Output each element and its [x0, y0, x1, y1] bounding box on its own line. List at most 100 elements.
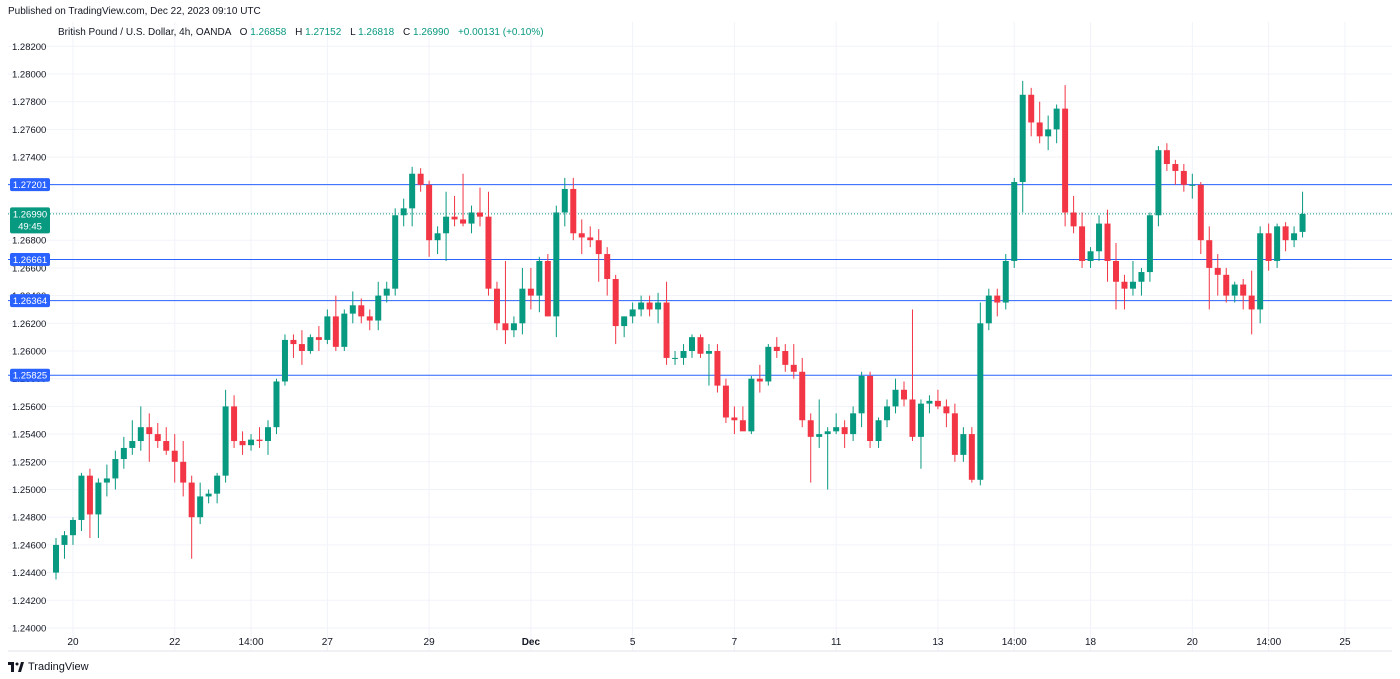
candle[interactable] [977, 302, 984, 486]
candle[interactable] [290, 334, 297, 358]
candle[interactable] [841, 420, 848, 448]
candle[interactable] [188, 475, 195, 559]
candle[interactable] [341, 309, 348, 351]
candle[interactable] [875, 417, 882, 448]
candle[interactable] [1291, 226, 1298, 248]
candle[interactable] [985, 288, 992, 331]
candle[interactable] [205, 489, 212, 504]
candle[interactable] [807, 413, 814, 483]
candle[interactable] [901, 381, 907, 407]
candle[interactable] [1062, 85, 1069, 227]
candle[interactable] [824, 427, 831, 490]
candle[interactable] [553, 205, 560, 338]
candle[interactable] [1248, 270, 1255, 335]
candle[interactable] [629, 302, 636, 324]
candle[interactable] [477, 187, 483, 227]
candle[interactable] [561, 177, 568, 227]
candle[interactable] [705, 344, 712, 386]
candle[interactable] [493, 281, 500, 331]
candle[interactable] [1257, 226, 1264, 324]
candle[interactable] [1172, 159, 1179, 185]
candle[interactable] [578, 219, 585, 255]
candle[interactable] [1189, 173, 1196, 199]
candle[interactable] [1121, 274, 1128, 310]
candle[interactable] [587, 226, 594, 248]
candle[interactable] [1113, 242, 1119, 310]
candle[interactable] [53, 537, 59, 580]
candle[interactable] [120, 436, 127, 469]
candle[interactable] [307, 334, 314, 354]
candle[interactable] [1138, 267, 1145, 296]
candle[interactable] [239, 431, 246, 455]
candle[interactable] [1036, 101, 1043, 144]
candle[interactable] [1282, 222, 1289, 252]
candle[interactable] [1087, 247, 1094, 268]
candle[interactable] [527, 267, 534, 310]
candle[interactable] [833, 413, 840, 435]
candle[interactable] [417, 168, 424, 192]
candle[interactable] [460, 173, 467, 227]
candle[interactable] [231, 395, 238, 448]
candle[interactable] [612, 274, 619, 345]
candle[interactable] [281, 334, 288, 386]
candle[interactable] [1146, 212, 1153, 282]
candle[interactable] [1096, 215, 1103, 261]
candle[interactable] [1223, 267, 1230, 303]
candle[interactable] [782, 344, 789, 372]
candle[interactable] [273, 378, 280, 435]
candle[interactable] [799, 357, 806, 428]
candle[interactable] [468, 205, 475, 234]
candle[interactable] [400, 198, 407, 227]
candle[interactable] [248, 434, 255, 451]
brand[interactable]: TradingView [8, 661, 89, 673]
candle[interactable] [756, 364, 763, 393]
candle[interactable] [968, 427, 975, 483]
candle[interactable] [1274, 223, 1281, 268]
candle[interactable] [366, 309, 373, 331]
candle[interactable] [222, 389, 229, 483]
candle[interactable] [392, 208, 399, 296]
candle[interactable] [850, 406, 857, 442]
candle[interactable] [1206, 226, 1213, 310]
candle[interactable] [95, 478, 102, 538]
candle[interactable] [1155, 146, 1162, 227]
candle[interactable] [663, 281, 670, 365]
candle[interactable] [722, 378, 729, 424]
candle[interactable] [884, 399, 891, 428]
candle[interactable] [1053, 104, 1060, 144]
candle[interactable] [315, 326, 322, 351]
candle[interactable] [163, 427, 170, 455]
candle[interactable] [858, 371, 865, 428]
candle[interactable] [714, 344, 721, 393]
candle[interactable] [731, 406, 738, 435]
candle[interactable] [349, 291, 356, 324]
candle[interactable] [1079, 212, 1086, 268]
candle[interactable] [1028, 87, 1035, 137]
candle[interactable] [451, 195, 458, 227]
candle[interactable] [519, 267, 526, 335]
candle[interactable] [638, 295, 645, 317]
candle[interactable] [443, 191, 450, 261]
candle[interactable] [867, 371, 874, 448]
candle[interactable] [1163, 143, 1170, 171]
candle[interactable] [621, 316, 628, 338]
candle[interactable] [510, 316, 517, 338]
candle[interactable] [1197, 182, 1204, 255]
candle[interactable] [1070, 195, 1077, 234]
candle[interactable] [595, 229, 602, 282]
candle[interactable] [1231, 281, 1238, 303]
candle[interactable] [1002, 254, 1009, 310]
candle[interactable] [917, 399, 924, 469]
candle[interactable] [112, 450, 119, 490]
candle[interactable] [1104, 209, 1111, 282]
candle[interactable] [146, 413, 153, 462]
candle[interactable] [1214, 254, 1221, 296]
candle[interactable] [1240, 278, 1247, 310]
candle[interactable] [544, 254, 551, 317]
candle[interactable] [994, 288, 1001, 317]
candle[interactable] [1011, 177, 1018, 268]
candle[interactable] [1299, 191, 1306, 238]
candle[interactable] [409, 166, 416, 227]
candle[interactable] [926, 395, 933, 414]
candle[interactable] [426, 180, 433, 257]
